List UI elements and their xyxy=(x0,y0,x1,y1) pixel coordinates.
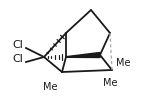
Text: Me: Me xyxy=(103,78,118,88)
Text: Cl: Cl xyxy=(12,54,23,64)
Polygon shape xyxy=(66,52,100,58)
Text: Me: Me xyxy=(43,82,57,92)
Text: Me: Me xyxy=(116,58,131,68)
Text: Cl: Cl xyxy=(12,40,23,50)
